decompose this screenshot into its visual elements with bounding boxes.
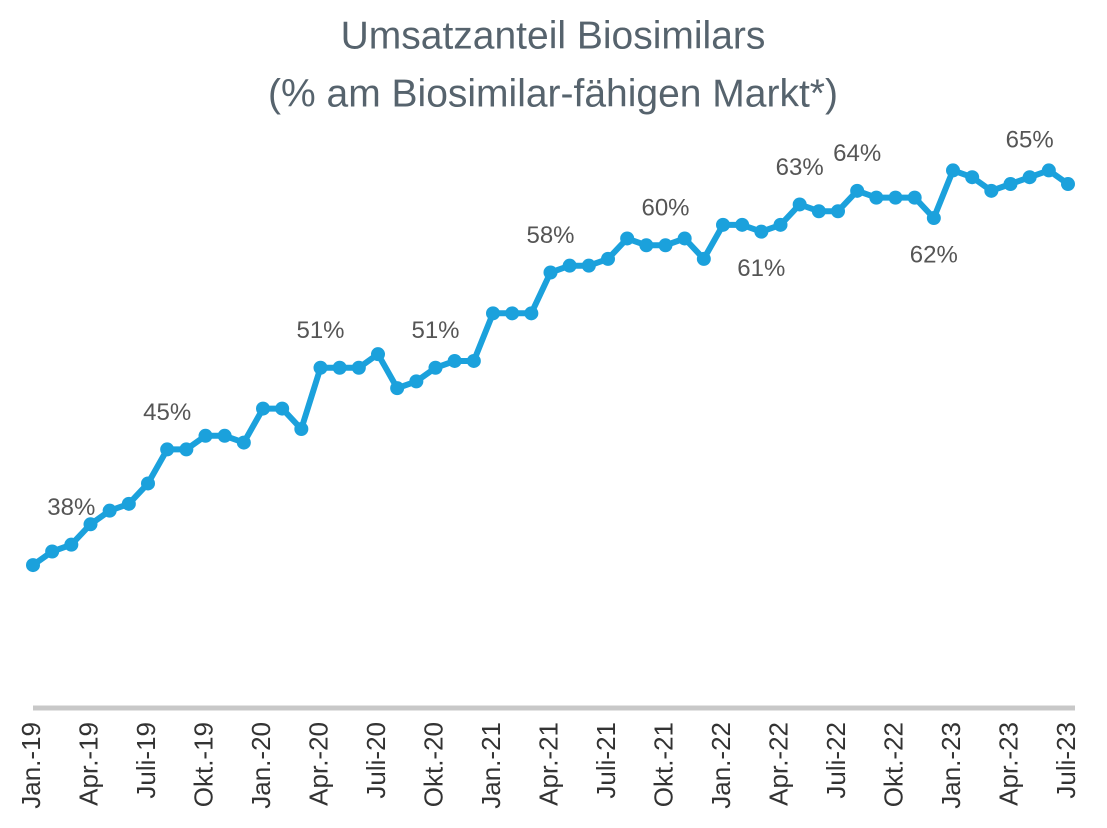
marker — [505, 306, 520, 321]
marker — [64, 537, 79, 552]
marker — [831, 204, 845, 219]
x-tick-label: Jan.-23 — [936, 722, 966, 809]
marker — [735, 217, 750, 232]
x-tick-label: Okt.-20 — [418, 722, 448, 807]
marker — [294, 422, 309, 436]
chart-title: Umsatzanteil Biosimilars — [341, 14, 766, 57]
marker — [716, 217, 730, 232]
marker — [466, 353, 481, 368]
data-label: 61% — [737, 255, 785, 282]
x-tick-label: Jan.-20 — [246, 722, 276, 809]
marker — [620, 231, 635, 246]
marker — [1061, 177, 1075, 192]
marker — [543, 265, 558, 280]
marker — [409, 374, 424, 389]
x-tick-label: Juli-22 — [821, 722, 851, 799]
marker — [581, 258, 596, 273]
marker — [141, 476, 155, 491]
data-label: 51% — [411, 317, 459, 344]
data-label: 64% — [833, 140, 881, 167]
marker — [83, 517, 98, 532]
x-tick-label: Juli-20 — [361, 722, 391, 799]
x-tick-label: Apr.-23 — [993, 722, 1023, 806]
data-label: 60% — [641, 195, 689, 222]
x-tick-label: Apr.-21 — [533, 722, 563, 806]
data-label: 65% — [1006, 127, 1054, 154]
marker — [486, 306, 500, 321]
marker — [332, 360, 347, 375]
marker — [792, 197, 807, 212]
marker — [1041, 163, 1056, 178]
chart-subtitle: (% am Biosimilar-fähigen Markt*) — [268, 72, 838, 115]
marker — [984, 183, 999, 198]
marker — [562, 258, 577, 273]
marker — [313, 360, 328, 375]
marker — [45, 544, 60, 559]
x-tick-label: Okt.-21 — [648, 722, 678, 807]
x-tick-label: Apr.-20 — [303, 722, 333, 806]
marker — [1003, 177, 1018, 192]
x-tick-label: Jan.-21 — [476, 722, 506, 809]
marker — [926, 211, 941, 226]
marker — [907, 190, 922, 205]
marker — [888, 190, 903, 205]
marker — [351, 360, 366, 375]
marker — [256, 401, 270, 416]
data-label: 63% — [776, 154, 824, 181]
marker — [658, 238, 673, 253]
x-tick-label: Juli-19 — [131, 722, 161, 799]
marker — [26, 558, 40, 573]
marker — [965, 170, 980, 185]
data-label: 58% — [526, 222, 574, 249]
marker — [754, 224, 769, 239]
marker — [179, 442, 194, 457]
data-label: 51% — [296, 317, 344, 344]
x-tick-label: Apr.-19 — [73, 722, 103, 806]
marker — [102, 503, 117, 518]
x-tick-label: Juli-23 — [1051, 722, 1081, 799]
marker — [869, 190, 884, 205]
marker — [601, 251, 615, 266]
marker — [121, 496, 136, 511]
marker — [217, 428, 232, 443]
marker — [639, 238, 654, 253]
marker — [390, 381, 405, 396]
marker — [198, 428, 213, 443]
marker — [696, 251, 711, 266]
marker — [811, 204, 826, 219]
marker — [371, 347, 385, 362]
marker — [275, 401, 290, 416]
marker — [1022, 170, 1037, 185]
x-tick-label: Juli-21 — [591, 722, 621, 799]
marker — [447, 353, 462, 368]
marker — [773, 217, 788, 232]
x-tick-label: Jan.-22 — [706, 722, 736, 809]
marker — [677, 231, 692, 246]
x-tick-label: Okt.-19 — [188, 722, 218, 807]
data-label: 38% — [47, 494, 95, 521]
marker — [946, 163, 960, 178]
data-label: 45% — [143, 399, 191, 426]
marker — [160, 442, 175, 457]
x-tick-label: Jan.-19 — [16, 722, 46, 809]
marker — [850, 183, 865, 198]
data-label: 62% — [910, 241, 958, 268]
x-tick-label: Apr.-22 — [763, 722, 793, 806]
marker — [524, 306, 539, 321]
marker — [236, 435, 251, 450]
x-tick-label: Okt.-22 — [878, 722, 908, 807]
marker — [428, 360, 443, 375]
